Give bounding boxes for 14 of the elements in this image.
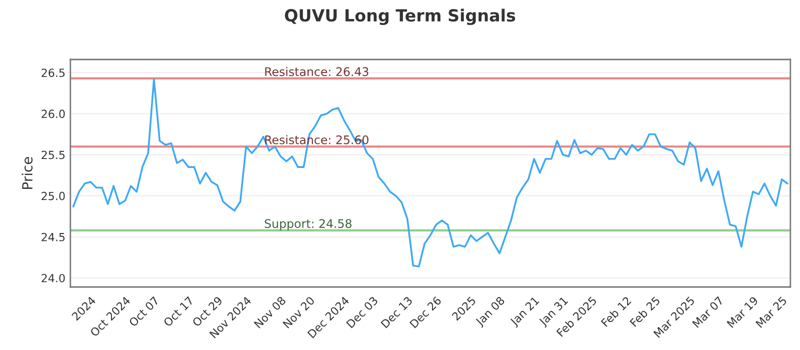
y-tick-label: 26.0: [42, 110, 65, 118]
x-tick-label: Jan 21: [509, 296, 541, 328]
line-series: [72, 78, 788, 268]
y-tick-label: 26.5: [42, 68, 65, 78]
y-axis-title: Price: [22, 157, 33, 189]
y-tick-label: 25.5: [42, 150, 65, 160]
chart-title: QUVU Long Term Signals: [284, 8, 516, 26]
y-tick-label: 24.0: [42, 274, 65, 282]
y-tick-label: 25.0: [42, 192, 65, 200]
x-tick-label: Jan 08: [474, 296, 507, 328]
ref-line-label: Support: 24.58: [264, 219, 352, 230]
x-tick-label: Oct 17: [162, 296, 194, 328]
y-tick-label: 24.5: [42, 232, 65, 242]
ref-line-label: Resistance: 26.43: [265, 66, 368, 76]
